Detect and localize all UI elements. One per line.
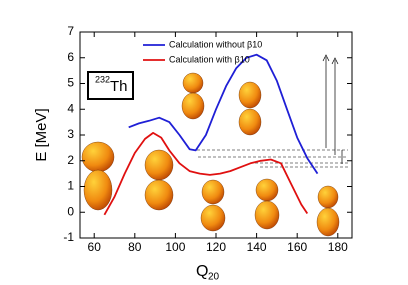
nuclear-shapes xyxy=(81,72,340,237)
y-tick-label: 7 xyxy=(67,24,74,38)
mass-number: 232 xyxy=(95,74,110,84)
x-tick-label: 120 xyxy=(206,240,226,254)
y-tick-label: 6 xyxy=(67,50,74,64)
x-axis-label: Q xyxy=(196,263,208,280)
element-symbol: Th xyxy=(110,78,128,95)
x-axis-label-subscript: 20 xyxy=(208,272,220,283)
legend-label: Calculation without β10 xyxy=(169,39,262,49)
x-tick-label: 180 xyxy=(328,240,348,254)
series-line xyxy=(103,132,309,216)
x-tick-label: 60 xyxy=(88,240,102,254)
barrier-arrows xyxy=(322,54,343,164)
y-tick-label: 1 xyxy=(67,179,74,193)
x-tick-label: 160 xyxy=(287,240,307,254)
y-tick-label: 4 xyxy=(67,101,74,115)
x-tick-label: 100 xyxy=(165,240,185,254)
barrier-dashes xyxy=(192,149,348,168)
x-tick-label: 80 xyxy=(128,240,142,254)
y-tick-label: 5 xyxy=(67,76,74,90)
series-line xyxy=(128,53,319,175)
y-tick-label: 3 xyxy=(67,127,74,141)
y-axis-label: E [MeV] xyxy=(33,108,50,161)
legend-label: Calculation with β10 xyxy=(169,54,250,64)
y-tick-label: 0 xyxy=(67,204,74,218)
nucleus-box xyxy=(87,71,134,100)
y-tick-label: -1 xyxy=(63,230,74,244)
y-tick-label: 2 xyxy=(67,153,74,167)
x-tick-label: 140 xyxy=(247,240,267,254)
